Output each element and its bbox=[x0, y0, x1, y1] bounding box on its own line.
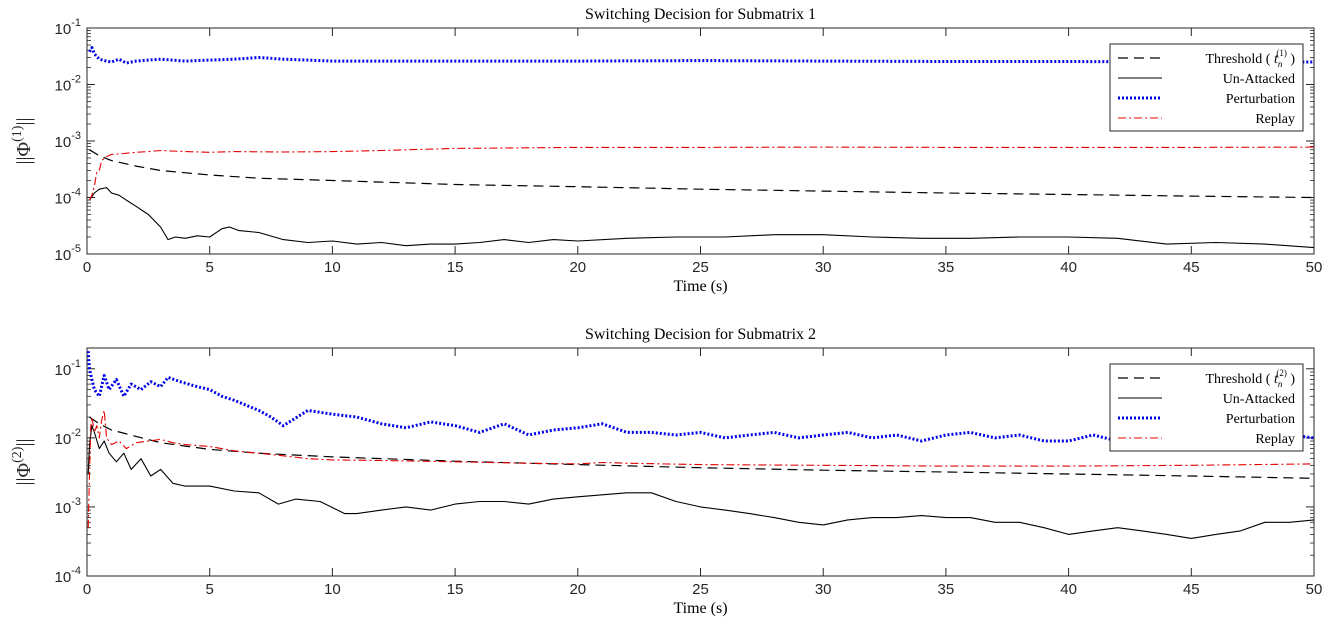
legend: Threshold ( tn(1) ) Un-Attacked Perturbati… bbox=[1109, 43, 1304, 132]
y-tick-label: 10-5 bbox=[55, 243, 81, 264]
legend-entry: Un-Attacked bbox=[1223, 72, 1295, 87]
x-tick-label: 40 bbox=[1060, 581, 1077, 598]
y-tick-label: 10-4 bbox=[55, 565, 81, 586]
chart-submatrix-2: 0 5 10 15 20 25 30 35 40 45 50 10-4 10-3 10-2 10-1 Swit… bbox=[10, 326, 1322, 617]
x-tick-label: 0 bbox=[83, 581, 91, 598]
y-tick-label: 10-3 bbox=[55, 130, 81, 151]
y-tick-label: 10-1 bbox=[55, 358, 81, 379]
x-tick-label: 30 bbox=[815, 581, 832, 598]
x-tick-label: 45 bbox=[1183, 259, 1200, 276]
y-tick-label: 10-1 bbox=[55, 17, 81, 38]
series-line-un-attacked bbox=[87, 425, 1314, 539]
x-tick-label: 30 bbox=[815, 259, 832, 276]
x-tick-label: 5 bbox=[206, 581, 214, 598]
series-line-perturbation bbox=[88, 46, 1314, 65]
x-tick-label: 40 bbox=[1060, 259, 1077, 276]
legend-entry: Un-Attacked bbox=[1223, 392, 1295, 407]
chart-submatrix-1: 0 5 10 15 20 25 30 35 40 45 50 10-5 10-4 10-3 10-2 10-1… bbox=[10, 6, 1322, 295]
y-tick-label: 10-3 bbox=[55, 496, 81, 517]
series-group bbox=[88, 46, 1314, 249]
legend-entry: Replay bbox=[1255, 112, 1295, 127]
x-tick-label: 25 bbox=[692, 581, 709, 598]
series-line-replay bbox=[89, 146, 1314, 201]
chart-title: Switching Decision for Submatrix 1 bbox=[585, 6, 816, 23]
y-tick-label: 10-2 bbox=[55, 74, 81, 95]
x-tick-label: 15 bbox=[447, 581, 464, 598]
y-tick-label: 10-2 bbox=[55, 427, 81, 448]
x-tick-label: 20 bbox=[569, 259, 586, 276]
series-line-threshold-t-n-1 bbox=[89, 149, 1314, 199]
y-axis-label: ||Φ(1)|| bbox=[10, 118, 35, 165]
x-tick-label: 0 bbox=[83, 259, 91, 276]
series-line-un-attacked bbox=[89, 187, 1314, 249]
x-tick-label: 35 bbox=[938, 259, 955, 276]
x-tick-label: 50 bbox=[1306, 581, 1323, 598]
legend-entry: Threshold ( tn(2) ) bbox=[1206, 368, 1296, 389]
x-tick-label: 15 bbox=[447, 259, 464, 276]
legend-entry: Perturbation bbox=[1226, 92, 1295, 107]
legend-entry: Replay bbox=[1255, 432, 1295, 447]
x-tick-label: 10 bbox=[324, 581, 341, 598]
legend-entry: Perturbation bbox=[1226, 412, 1295, 427]
series-group bbox=[87, 351, 1314, 539]
x-tick-label: 45 bbox=[1183, 581, 1200, 598]
x-axis-label: Time (s) bbox=[673, 600, 727, 617]
y-axis-label: ||Φ(2)|| bbox=[10, 439, 35, 486]
x-tick-label: 20 bbox=[569, 581, 586, 598]
x-tick-label: 50 bbox=[1306, 259, 1323, 276]
legend-entry: Threshold ( tn(1) ) bbox=[1206, 48, 1296, 69]
x-tick-label: 25 bbox=[692, 259, 709, 276]
x-axis-label: Time (s) bbox=[673, 278, 727, 295]
x-tick-label: 10 bbox=[324, 259, 341, 276]
x-tick-label: 35 bbox=[938, 581, 955, 598]
y-tick-label: 10-4 bbox=[55, 187, 81, 208]
legend: Threshold ( tn(2) ) Un-Attacked Perturbati… bbox=[1109, 363, 1304, 452]
series-line-threshold-t-n-2 bbox=[89, 416, 1314, 479]
chart-title: Switching Decision for Submatrix 2 bbox=[585, 326, 816, 343]
x-tick-label: 5 bbox=[206, 259, 214, 276]
